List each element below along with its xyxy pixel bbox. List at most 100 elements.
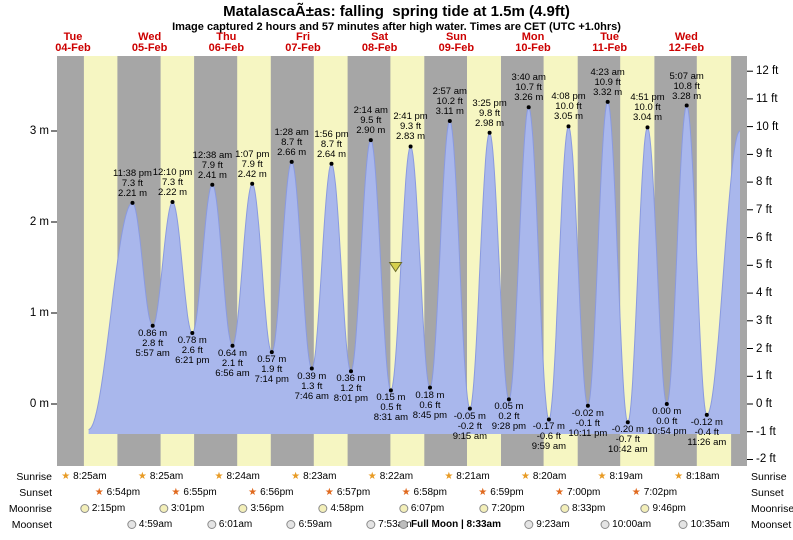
day-date: 10-Feb	[515, 42, 551, 54]
tide-extreme-dot	[329, 161, 334, 166]
high-tide-annotation: 12:10 pm 7.3 ft 2.22 m	[141, 167, 205, 198]
moonset-moon-icon	[206, 520, 216, 529]
sunset-item-time: 6:57pm	[336, 487, 371, 498]
sunset-item-time: 6:54pm	[106, 487, 141, 498]
high-tide-annotation: 1:56 pm 8.7 ft 2.64 m	[299, 128, 363, 160]
day-header: Fri 07-Feb	[271, 32, 335, 54]
day-header: Wed 12-Feb	[654, 32, 718, 54]
sunset-star-icon: ★	[555, 486, 564, 498]
annotation-line: -0.12 m	[690, 416, 723, 428]
annotation-line: 10.0 ft	[555, 101, 582, 113]
annotation-line: 7:14 pm	[254, 374, 289, 386]
day-name: Fri	[295, 31, 311, 43]
annotation-line: 2:41 pm	[393, 111, 428, 123]
sunrise-star-icon: ★	[61, 470, 71, 482]
sunrise-star-icon: ★	[520, 470, 530, 482]
day-name: Sun	[445, 31, 467, 43]
astro-row-label-left: Moonrise	[8, 503, 52, 515]
day-name: Tue	[600, 31, 620, 43]
moonrise-item-time: 4:58pm	[330, 503, 364, 514]
annotation-line: 4:23 am	[590, 66, 625, 78]
y-axis-label-right: -2 ft	[756, 453, 776, 466]
low-tide-annotation: -0.12 m -0.4 ft 11:26 am	[675, 416, 739, 448]
tide-extreme-dot	[428, 385, 432, 390]
sunrise-item: ★ 8:19am	[598, 470, 643, 483]
annotation-line: 2.1 ft	[221, 357, 244, 369]
annotation-line: 12:38 am	[192, 149, 233, 161]
page-subtitle: Image captured 2 hours and 57 minutes af…	[172, 21, 621, 33]
high-tide-annotation: 4:51 pm 10.0 ft 3.04 m	[615, 93, 679, 123]
moonset-moon-icon	[524, 520, 534, 529]
sunrise-item-time: 8:25am	[73, 471, 107, 482]
day-name: Wed	[674, 31, 698, 43]
moonset-item-time: 10:35am	[690, 519, 730, 530]
sunset-item-time: 6:58pm	[413, 487, 447, 498]
annotation-line: 0.57 m	[257, 354, 287, 366]
low-tide-annotation: 0.39 m 1.3 ft 7:46 am	[280, 371, 344, 402]
y-axis-label-left: 2 m	[29, 216, 49, 228]
y-axis-label-right: 1 ft	[756, 370, 772, 383]
annotation-line: 10.2 ft	[436, 95, 463, 107]
tide-extreme-dot	[210, 182, 215, 187]
annotation-line: 0.18 m	[415, 389, 445, 401]
annotation-line: 3:25 pm	[472, 97, 507, 109]
astro-row-label-right: Moonset	[751, 519, 792, 531]
day-header: Sun 09-Feb	[424, 32, 488, 54]
annotation-line: 8.7 ft	[281, 136, 303, 148]
moonrise-item: 8:33pm	[559, 502, 606, 515]
sunset-item-time: 6:56pm	[260, 487, 294, 498]
moonrise-moon-icon	[398, 504, 408, 513]
annotation-line: 3.32 m	[593, 86, 623, 98]
annotation-line: 2.21 m	[117, 187, 147, 199]
high-tide-annotation: 2:41 pm 9.3 ft 2.83 m	[379, 112, 443, 142]
annotation-line: 0.2 ft	[498, 411, 520, 423]
sunset-item: ★ 7:00pm	[555, 486, 600, 499]
day-header: Sat 08-Feb	[348, 32, 412, 54]
annotation-line: 1:56 pm	[314, 128, 349, 140]
annotation-line: -0.6 ft	[536, 431, 562, 443]
high-tide-annotation: 3:25 pm 9.8 ft 2.98 m	[458, 97, 522, 129]
y-axis-label-right: -1 ft	[756, 425, 776, 438]
moonrise-item-time: 7:20pm	[491, 503, 525, 514]
moonset-moon-icon	[678, 520, 688, 529]
tide-extreme-dot	[506, 397, 511, 402]
moonset-moon-icon	[286, 520, 296, 529]
day-name: Wed	[138, 31, 162, 43]
moonset-item: 10:35am	[678, 518, 730, 531]
sunset-item-time: 7:00pm	[566, 487, 601, 498]
sunrise-item: ★ 8:18am	[674, 470, 719, 483]
annotation-line: 2.8 ft	[142, 337, 164, 349]
day-date: 12-Feb	[668, 42, 705, 54]
sunrise-item: ★ 8:25am	[138, 470, 183, 483]
sunset-item-time: 6:59pm	[490, 487, 524, 498]
annotation-line: 2.90 m	[356, 125, 386, 137]
sunset-item-time: 6:55pm	[183, 487, 217, 498]
high-tide-annotation: 5:07 am 10.8 ft 3.28 m	[655, 71, 719, 102]
tide-curve-line	[88, 100, 741, 430]
day-date: 08-Feb	[361, 42, 398, 54]
high-tide-annotation: 11:38 pm 7.3 ft 2.21 m	[100, 168, 164, 199]
annotation-line: 7.9 ft	[201, 159, 223, 171]
high-tide-annotation: 3:40 am 10.7 ft 3.26 m	[497, 73, 561, 103]
tide-extreme-dot	[585, 403, 590, 408]
day-header: Wed 05-Feb	[118, 32, 182, 54]
moonrise-item-time: 8:33pm	[571, 503, 606, 514]
annotation-line: 0.15 m	[376, 392, 406, 404]
low-tide-annotation: -0.05 m -0.2 ft 9:15 am	[438, 411, 502, 442]
moonrise-moon-icon	[318, 504, 328, 513]
annotation-line: 7.9 ft	[241, 158, 263, 170]
sunrise-item: ★ 8:21am	[444, 470, 489, 483]
annotation-line: 2.98 m	[475, 117, 505, 129]
sunset-star-icon: ★	[171, 486, 181, 498]
moonrise-moon-icon	[238, 504, 248, 513]
annotation-line: 10.0 ft	[634, 102, 661, 114]
annotation-line: 0.05 m	[494, 401, 524, 413]
annotation-line: 3:40 am	[511, 72, 546, 84]
tide-extreme-dot	[645, 125, 650, 130]
annotation-line: -0.17 m	[532, 421, 565, 433]
low-tide-annotation: 0.64 m 2.1 ft 6:56 am	[200, 348, 264, 379]
low-tide-annotation: 0.36 m 1.2 ft 8:01 pm	[319, 374, 383, 404]
high-tide-annotation: 1:28 am 8.7 ft 2.66 m	[260, 127, 324, 158]
astro-row-label-left: Sunset	[19, 487, 52, 499]
